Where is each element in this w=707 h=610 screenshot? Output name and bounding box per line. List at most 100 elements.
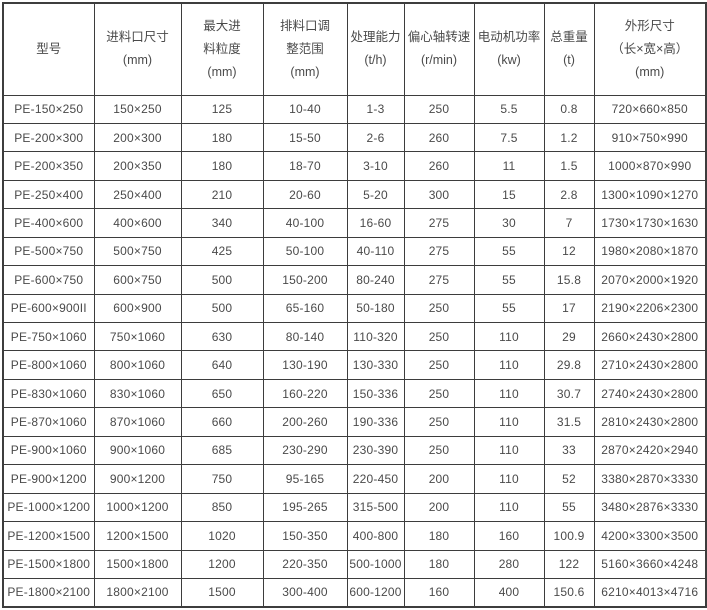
value-cell: 50-180 [346,293,405,324]
value-cell: 110 [473,407,545,437]
value-cell: 15 [473,179,545,210]
value-cell: 250 [403,94,475,124]
value-cell: 110 [473,350,545,380]
column-header-line: (mm) [122,53,153,68]
value-cell: 2710×2430×2800 [593,350,707,380]
value-cell: 2740×2430×2800 [593,378,707,409]
model-cell: PE-600×900II [2,293,95,324]
value-cell: 80-140 [262,321,348,352]
value-cell: 210 [180,179,264,210]
value-cell: 5-20 [346,179,405,210]
value-cell: 500×750 [93,236,182,267]
value-cell: 150-200 [262,265,348,295]
value-cell: 15-50 [262,122,348,153]
table-row: PE-750×1060 750×1060 630 80-140 110-320 250 11… [2,321,707,352]
value-cell: 640 [180,350,264,380]
value-cell: 65-160 [262,293,348,324]
value-cell: 300-400 [262,577,348,608]
value-cell: 150×250 [93,94,182,124]
value-cell: 850 [180,492,264,523]
value-cell: 11 [473,151,545,181]
column-header-line: (t/h) [364,53,387,68]
value-cell: 29 [543,321,595,352]
value-cell: 17 [543,293,595,324]
value-cell: 200×300 [93,122,182,153]
column-header-line: 外形尺寸 [624,18,675,33]
value-cell: 400-800 [346,521,405,551]
column-header-line: (t) [563,53,575,68]
value-cell: 110 [473,464,545,494]
column-header-6: 电动机功率 (kw) [473,2,545,96]
value-cell: 7 [543,208,595,238]
value-cell: 125 [180,94,264,124]
value-cell: 150.6 [543,577,595,608]
value-cell: 2190×2206×2300 [593,293,707,324]
value-cell: 300 [403,179,475,210]
value-cell: 400×600 [93,208,182,238]
value-cell: 50-100 [262,236,348,267]
table-row: PE-200×300 200×300 180 15-50 2-6 260 7.5 1.2 910… [2,122,707,153]
value-cell: 1000×870×990 [593,151,707,181]
value-cell: 2810×2430×2800 [593,407,707,437]
value-cell: 2870×2420×2940 [593,435,707,466]
value-cell: 260 [403,151,475,181]
column-header-5: 偏心轴转速 (r/min) [403,2,475,96]
model-cell: PE-1800×2100 [2,577,95,608]
value-cell: 900×1200 [93,464,182,494]
value-cell: 220-350 [262,549,348,579]
value-cell: 6210×4013×4716 [593,577,707,608]
value-cell: 260 [403,122,475,153]
value-cell: 110 [473,435,545,466]
value-cell: 1200 [180,549,264,579]
column-header-line: 型号 [36,41,62,56]
table-row: PE-1800×2100 1800×2100 1500 300-400 600-1200… [2,577,707,608]
value-cell: 4200×3300×3500 [593,521,707,551]
value-cell: 720×660×850 [593,94,707,124]
value-cell: 500-1000 [346,549,405,579]
column-header-line: 整范围 [286,41,324,56]
value-cell: 130-190 [262,350,348,380]
value-cell: 1500×1800 [93,549,182,579]
column-header-line: 排料口调 [279,18,330,33]
value-cell: 150-350 [262,521,348,551]
value-cell: 250 [403,350,475,380]
value-cell: 600×750 [93,265,182,295]
value-cell: 1730×1730×1630 [593,208,707,238]
value-cell: 30.7 [543,378,595,409]
value-cell: 800×1060 [93,350,182,380]
model-cell: PE-830×1060 [2,378,95,409]
value-cell: 630 [180,321,264,352]
value-cell: 660 [180,407,264,437]
value-cell: 55 [473,265,545,295]
value-cell: 500 [180,293,264,324]
value-cell: 275 [403,236,475,267]
value-cell: 195-265 [262,492,348,523]
value-cell: 2-6 [346,122,405,153]
column-header-line: （长×宽×高） [611,41,689,56]
value-cell: 5.5 [473,94,545,124]
column-header-line: (mm) [635,64,665,79]
value-cell: 200×350 [93,151,182,181]
value-cell: 12 [543,236,595,267]
value-cell: 2.8 [543,179,595,210]
value-cell: 110-320 [346,321,405,352]
value-cell: 910×750×990 [593,122,707,153]
value-cell: 250 [403,407,475,437]
table-row: PE-600×900II 600×900 500 65-160 50-180 250 55 1… [2,293,707,324]
model-cell: PE-900×1200 [2,464,95,494]
column-header-line: 进料口尺寸 [106,30,169,45]
value-cell: 1980×2080×1870 [593,236,707,267]
value-cell: 1800×2100 [93,577,182,608]
model-cell: PE-750×1060 [2,321,95,352]
value-cell: 230-290 [262,435,348,466]
value-cell: 1000×1200 [93,492,182,523]
table-row: PE-900×1060 900×1060 685 230-290 230-390 250 1… [2,435,707,466]
value-cell: 250 [403,435,475,466]
model-cell: PE-150×250 [2,94,95,124]
value-cell: 190-336 [346,407,405,437]
table-header: 型号 进料口尺寸 (mm) 最大进 料粒度 (mm) 排料口调 整范围 (mm) 处理能力 (t/h… [2,2,707,96]
value-cell: 275 [403,208,475,238]
value-cell: 425 [180,236,264,267]
value-cell: 275 [403,265,475,295]
